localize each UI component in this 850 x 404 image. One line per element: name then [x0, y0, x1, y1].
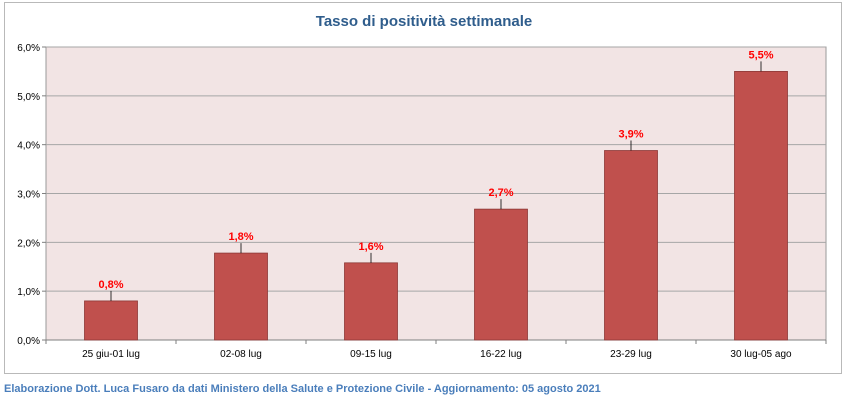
y-tick-label: 1,0%: [17, 287, 40, 298]
x-tick-label: 16-22 lug: [480, 349, 522, 360]
y-tick-label: 4,0%: [17, 141, 40, 152]
y-tick-label: 5,0%: [17, 92, 40, 103]
y-tick-label: 3,0%: [17, 190, 40, 201]
bar: [474, 208, 528, 341]
bar: [84, 300, 138, 341]
y-tick-label: 6,0%: [17, 43, 40, 54]
data-label: 2,7%: [488, 187, 513, 199]
chart-title: Tasso di positività settimanale: [315, 13, 533, 30]
data-label: 3,9%: [618, 129, 643, 141]
data-label: 1,6%: [358, 241, 383, 253]
bar: [734, 71, 788, 341]
bar: [214, 252, 268, 341]
bar: [604, 150, 658, 341]
y-tick-label: 0,0%: [17, 336, 40, 347]
y-tick-label: 2,0%: [17, 238, 40, 249]
bar: [344, 262, 398, 341]
x-tick-label: 30 lug-05 ago: [730, 349, 792, 360]
x-tick-label: 23-29 lug: [610, 349, 652, 360]
data-label: 0,8%: [98, 279, 123, 291]
x-tick-label: 09-15 lug: [350, 349, 392, 360]
x-tick-label: 02-08 lug: [220, 349, 262, 360]
data-label: 5,5%: [748, 49, 773, 61]
footer-credit: Elaborazione Dott. Luca Fusaro da dati M…: [4, 383, 601, 395]
bar-chart: 0,0% 1,0% 2,0% 3,0% 4,0% 5,0% 6,0% 0,8% 25 giu-0…: [17, 43, 827, 360]
x-tick-label: 25 giu-01 lug: [82, 349, 140, 360]
data-label: 1,8%: [228, 231, 253, 243]
